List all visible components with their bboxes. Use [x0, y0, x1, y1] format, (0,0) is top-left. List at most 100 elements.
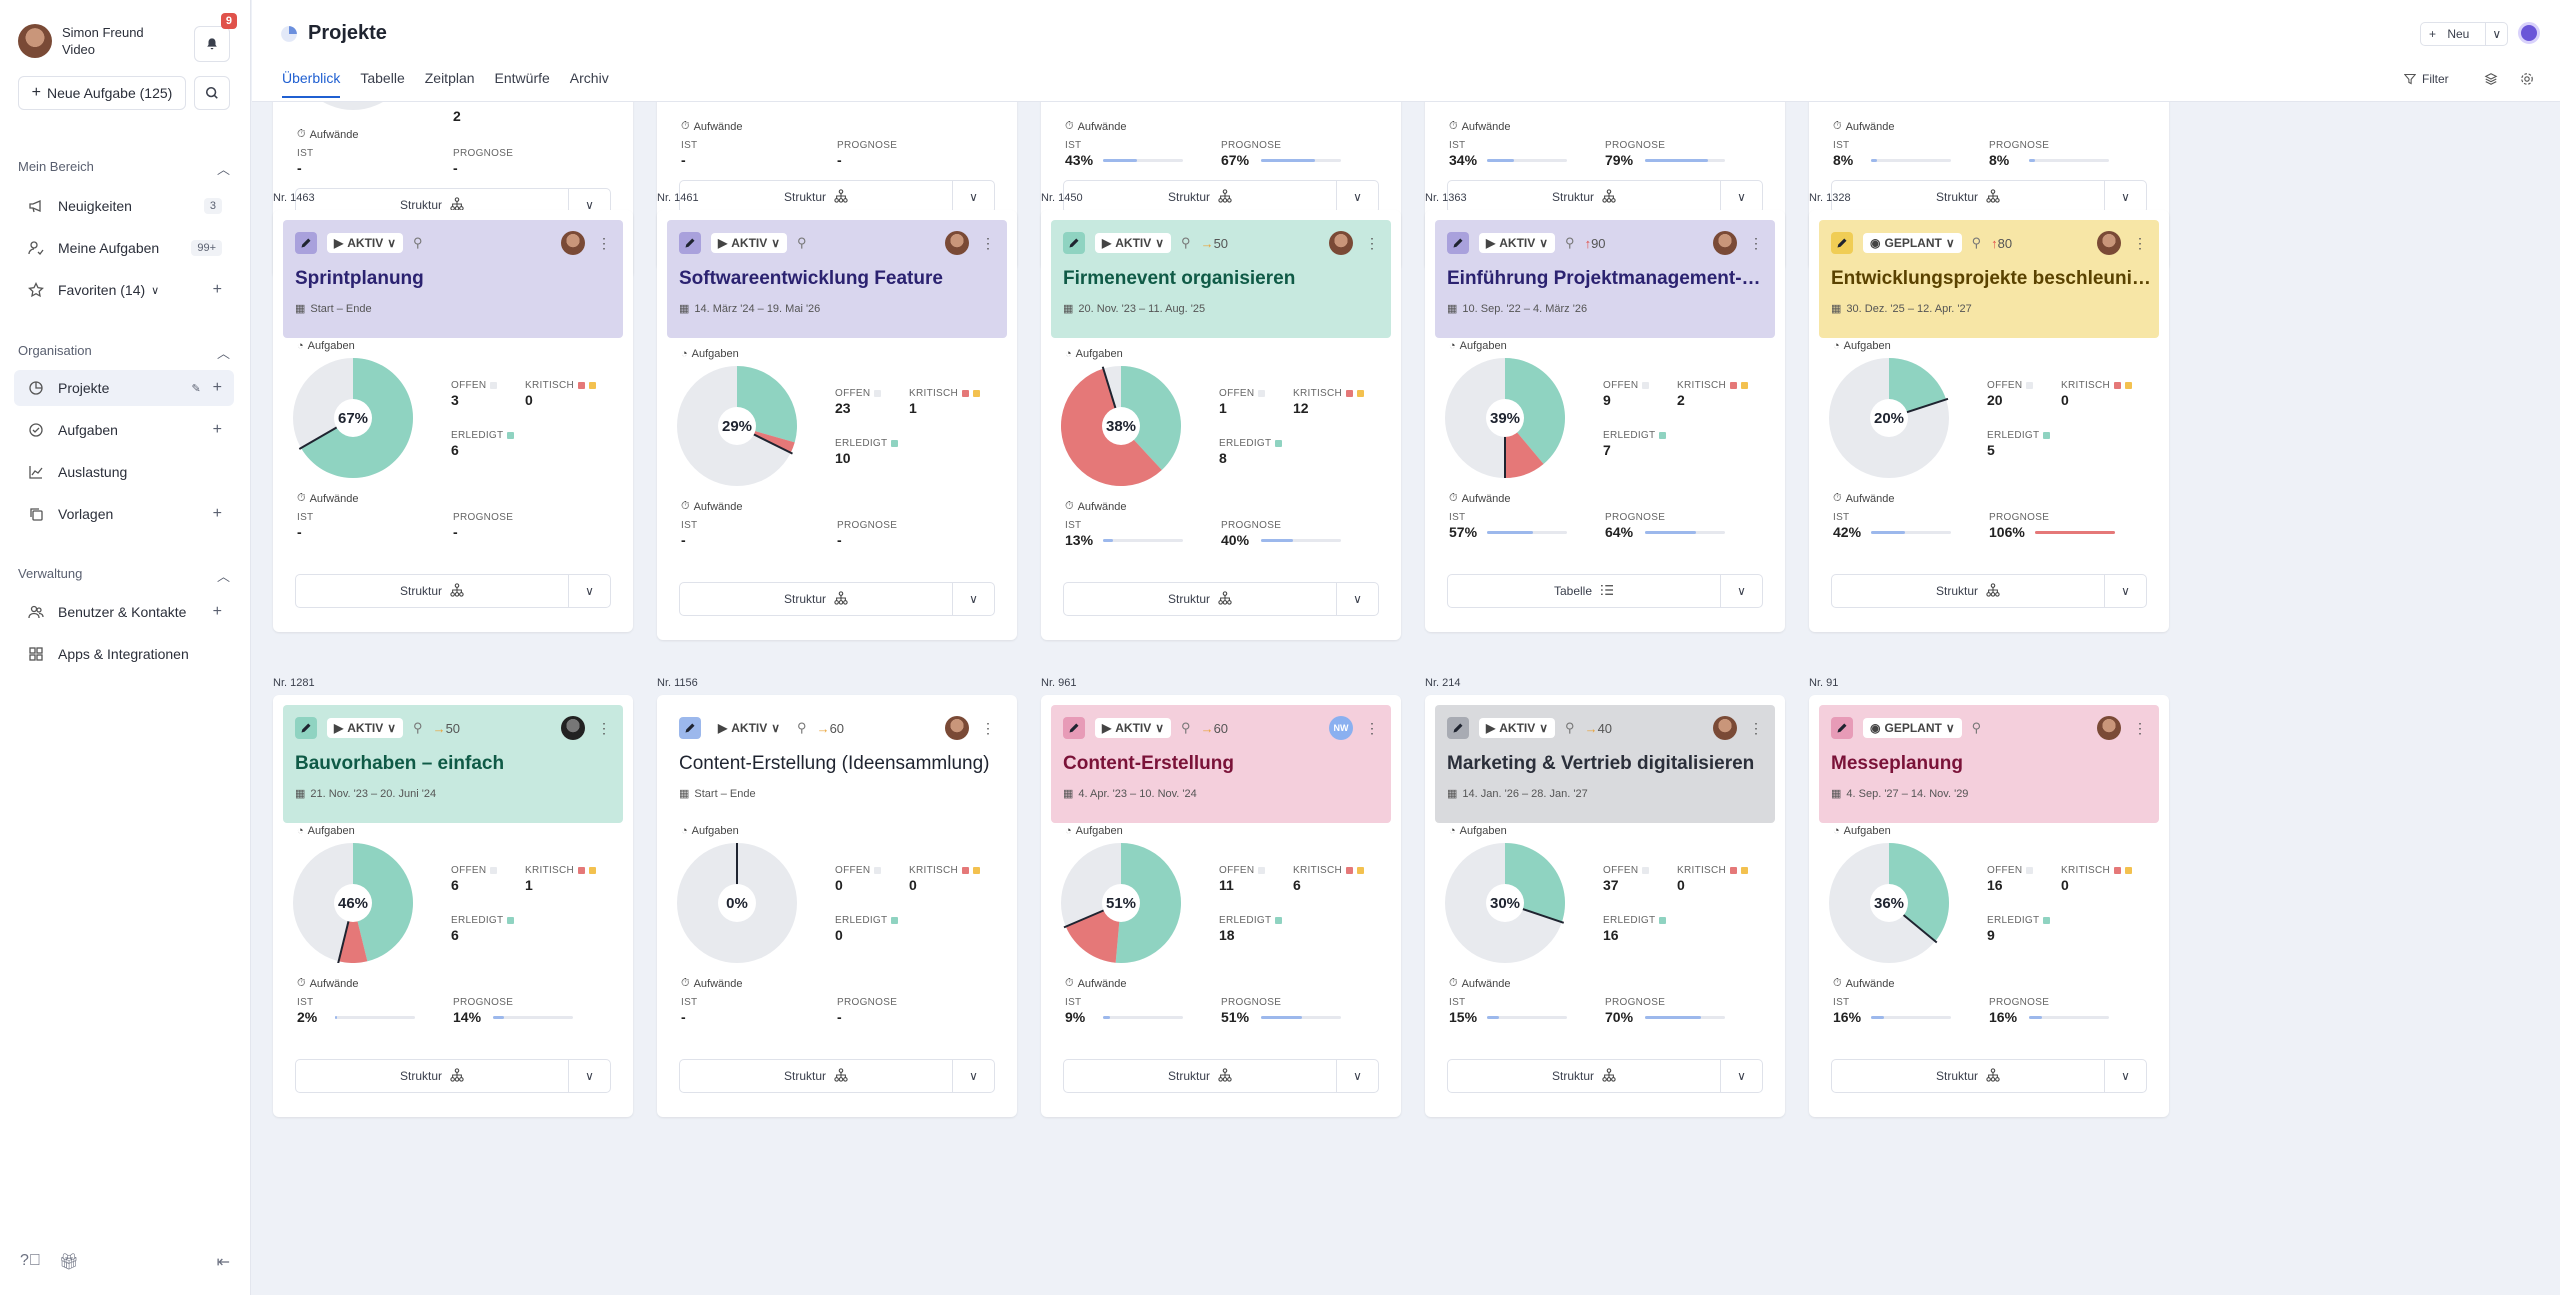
project-card[interactable]: ▶ AKTIV ∨ ⚲ →50 ⋮ Bauvorhaben – einfach ▦ 21. No…	[273, 695, 633, 1117]
sidebar-item-neuigkeiten[interactable]: Neuigkeiten 3	[14, 188, 234, 224]
view-selector[interactable]: Struktur ∨	[1447, 180, 1763, 214]
assignee-avatar[interactable]	[1713, 231, 1737, 255]
sidebar-item-favoriten[interactable]: Favoriten (14) ∨ +	[14, 272, 234, 308]
more-options-icon[interactable]: ⋮	[1365, 720, 1379, 736]
more-options-icon[interactable]: ⋮	[1365, 235, 1379, 251]
sidebar-item-aufgaben[interactable]: Aufgaben +	[14, 412, 234, 448]
status-dropdown[interactable]: ▶ AKTIV ∨	[711, 718, 788, 738]
status-dropdown[interactable]: ◉ GEPLANT ∨	[1863, 718, 1962, 738]
tab-ueberblick[interactable]: Überblick	[282, 70, 341, 98]
chevron-down-icon[interactable]: ∨	[1720, 181, 1762, 213]
view-selector-button[interactable]: Struktur	[296, 575, 568, 607]
user-profile[interactable]: Simon Freund Video	[18, 24, 144, 58]
sidebar-item-apps[interactable]: Apps & Integrationen	[14, 636, 234, 672]
add-task-button[interactable]: +	[212, 421, 222, 438]
chevron-down-icon[interactable]: ∨	[2104, 181, 2146, 213]
edit-button[interactable]	[1831, 232, 1853, 254]
search-button[interactable]	[194, 76, 230, 110]
chevron-down-icon[interactable]: ∨	[1720, 1060, 1762, 1092]
chevron-down-icon[interactable]: ∨	[568, 575, 610, 607]
pin-icon[interactable]: ⚲	[413, 235, 423, 250]
more-options-icon[interactable]: ⋮	[981, 235, 995, 251]
chevron-down-icon[interactable]: ∨	[568, 1060, 610, 1092]
sidebar-item-benutzer[interactable]: Benutzer & Kontakte +	[14, 594, 234, 630]
help-icon[interactable]: ?⃝	[20, 1252, 41, 1269]
view-selector[interactable]: Struktur ∨	[679, 582, 995, 616]
status-dropdown[interactable]: ▶ AKTIV ∨	[1479, 718, 1556, 738]
sidebar-item-meine-aufgaben[interactable]: Meine Aufgaben 99+	[14, 230, 234, 266]
view-selector[interactable]: Struktur ∨	[679, 1059, 995, 1093]
status-dropdown[interactable]: ◉ GEPLANT ∨	[1863, 233, 1962, 253]
status-dropdown[interactable]: ▶ AKTIV ∨	[711, 233, 788, 253]
sidebar-item-projekte[interactable]: Projekte ✎ +	[14, 370, 234, 406]
chevron-down-icon[interactable]: ∨	[952, 1060, 994, 1092]
view-selector-button[interactable]: Struktur	[296, 1060, 568, 1092]
pin-icon[interactable]: ⚲	[1181, 720, 1191, 735]
settings-icon[interactable]	[2520, 72, 2534, 86]
tab-entwuerfe[interactable]: Entwürfe	[494, 70, 550, 86]
chevron-down-icon[interactable]: ∨	[1336, 181, 1378, 213]
assignee-avatar[interactable]	[1713, 716, 1737, 740]
new-project-button[interactable]: + Neu ∨	[2420, 22, 2509, 46]
add-user-button[interactable]: +	[212, 603, 222, 620]
assignee-avatar[interactable]	[945, 716, 969, 740]
section-verwaltung[interactable]: Verwaltung ︿	[18, 566, 230, 584]
chevron-down-icon[interactable]: ∨	[1336, 1060, 1378, 1092]
pin-icon[interactable]: ⚲	[413, 720, 423, 735]
edit-button[interactable]	[1063, 232, 1085, 254]
assignee-avatar[interactable]	[561, 231, 585, 255]
view-selector-button[interactable]: Struktur	[1448, 181, 1720, 213]
project-title[interactable]: Firmenevent organisieren	[1063, 268, 1296, 289]
chevron-down-icon[interactable]: ∨	[1720, 575, 1762, 607]
view-selector[interactable]: Struktur ∨	[1063, 1059, 1379, 1093]
view-selector[interactable]: Struktur ∨	[1063, 180, 1379, 214]
pin-icon[interactable]: ⚲	[797, 720, 807, 735]
view-selector-button[interactable]: Struktur	[1832, 181, 2104, 213]
more-options-icon[interactable]: ⋮	[981, 720, 995, 736]
notifications-button[interactable]: 9	[194, 13, 237, 62]
status-dropdown[interactable]: ▶ AKTIV ∨	[1095, 718, 1172, 738]
project-card[interactable]: ◉ GEPLANT ∨ ⚲ ↑80 ⋮ Entwicklungsprojekte besch…	[1809, 210, 2169, 632]
project-title[interactable]: Marketing & Vertrieb digitalisieren	[1447, 753, 1755, 774]
chevron-down-icon[interactable]: ∨	[952, 181, 994, 213]
edit-button[interactable]	[1447, 232, 1469, 254]
more-options-icon[interactable]: ⋮	[2133, 235, 2147, 251]
assignee-avatar[interactable]: NW	[1329, 716, 1353, 740]
view-selector-button[interactable]: Struktur	[1832, 1060, 2104, 1092]
more-options-icon[interactable]: ⋮	[1749, 235, 1763, 251]
pin-icon[interactable]: ⚲	[1181, 235, 1191, 250]
project-card[interactable]: ◉ GEPLANT ∨ ⚲ ⋮ Messeplanung ▦ 4. Sep. '27 – 14…	[1809, 695, 2169, 1117]
section-mein-bereich[interactable]: Mein Bereich ︿	[18, 159, 230, 177]
view-selector-button[interactable]: Struktur	[296, 189, 568, 221]
project-card[interactable]: ▶ AKTIV ∨ ⚲ →50 ⋮ Firmenevent organisieren ▦ 20.…	[1041, 210, 1401, 640]
add-favorite-button[interactable]: +	[212, 281, 222, 298]
project-title[interactable]: Entwicklungsprojekte beschleunigen	[1831, 268, 2151, 289]
add-template-button[interactable]: +	[212, 505, 222, 522]
edit-button[interactable]	[679, 717, 701, 739]
project-title[interactable]: Content-Erstellung	[1063, 753, 1234, 774]
magic-wand-icon[interactable]: ✎	[191, 382, 201, 395]
edit-button[interactable]	[1831, 717, 1853, 739]
tab-zeitplan[interactable]: Zeitplan	[424, 70, 475, 86]
pin-icon[interactable]: ⚲	[1971, 235, 1982, 250]
view-selector[interactable]: Struktur ∨	[295, 574, 611, 608]
project-card[interactable]: ▶ AKTIV ∨ ⚲ →60 ⋮ Content-Erstellung (Ideensam…	[657, 695, 1017, 1117]
more-options-icon[interactable]: ⋮	[597, 235, 611, 251]
project-title[interactable]: Bauvorhaben – einfach	[295, 753, 505, 774]
layers-icon[interactable]	[2484, 72, 2498, 86]
edit-button[interactable]	[1063, 717, 1085, 739]
project-title[interactable]: Messeplanung	[1831, 753, 1963, 774]
project-card[interactable]: ▶ AKTIV ∨ ⚲ →40 ⋮ Marketing & Vertrieb digital…	[1425, 695, 1785, 1117]
view-selector[interactable]: Struktur ∨	[1831, 1059, 2147, 1093]
view-selector[interactable]: Struktur ∨	[679, 180, 995, 214]
sidebar-item-auslastung[interactable]: Auslastung	[14, 454, 234, 490]
app-logo-icon[interactable]	[2518, 22, 2540, 44]
pin-icon[interactable]: ⚲	[1565, 235, 1575, 250]
view-selector-button[interactable]: Struktur	[1448, 1060, 1720, 1092]
project-title[interactable]: Softwareentwicklung Feature	[679, 268, 943, 289]
edit-button[interactable]	[679, 232, 701, 254]
view-selector[interactable]: Struktur ∨	[1063, 582, 1379, 616]
chevron-down-icon[interactable]: ∨	[952, 583, 994, 615]
pin-icon[interactable]: ⚲	[1971, 720, 1982, 735]
filter-button[interactable]: Filter	[2404, 72, 2449, 86]
